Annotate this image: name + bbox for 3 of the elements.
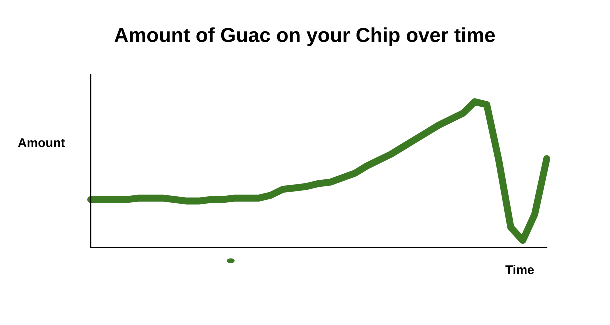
y-axis-title: Amount [18,138,66,148]
chart-title: Amount of Guac on your Chip over time [114,28,496,46]
x-axis-title: Time [506,265,534,274]
